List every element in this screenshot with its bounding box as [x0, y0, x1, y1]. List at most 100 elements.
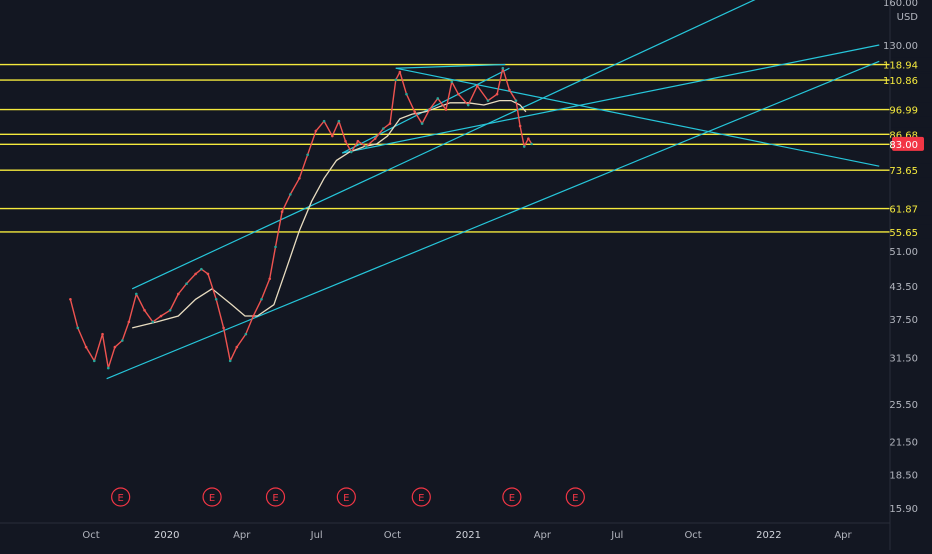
earnings-marker[interactable]	[202, 487, 222, 507]
level-label-bg	[891, 57, 932, 72]
price-point	[413, 110, 416, 114]
level-label: 61.87	[889, 205, 918, 216]
price-point	[177, 292, 180, 296]
x-tick-label: Oct	[384, 530, 401, 541]
y-tick-label: 21.50	[889, 438, 918, 449]
price-point	[306, 153, 309, 157]
price-point	[228, 359, 232, 363]
price-point	[143, 308, 146, 312]
y-tick-label: 37.50	[889, 315, 918, 326]
price-point	[274, 245, 277, 249]
price-point	[495, 92, 499, 96]
price-point	[235, 345, 239, 349]
level-label: 86.68	[889, 130, 918, 141]
price-point	[120, 339, 124, 342]
earnings-marker[interactable]	[565, 487, 585, 507]
price-point	[268, 277, 272, 281]
price-point	[398, 70, 402, 74]
earnings-marker[interactable]	[265, 487, 286, 507]
earnings-marker-label: E	[117, 493, 123, 504]
y-tick-label: 51.00	[889, 247, 918, 258]
trend-line[interactable]	[106, 60, 880, 380]
price-point	[92, 359, 96, 363]
y-tick-label: 31.50	[889, 353, 918, 364]
price-point	[289, 193, 292, 196]
earnings-marker-label: E	[418, 493, 424, 504]
earnings-marker-label: E	[209, 493, 215, 504]
price-point	[428, 108, 431, 111]
price-point	[349, 150, 353, 154]
price-point	[69, 297, 72, 301]
earnings-marker[interactable]	[336, 487, 356, 507]
earnings-marker-label: E	[572, 493, 578, 504]
price-point	[337, 119, 341, 123]
earnings-marker[interactable]	[411, 487, 431, 507]
price-point	[314, 129, 318, 133]
level-label-bg	[891, 163, 932, 178]
price-point	[298, 176, 301, 180]
y-tick-label: 18.50	[889, 471, 918, 482]
level-label: 96.99	[889, 106, 918, 117]
price-point	[466, 103, 470, 107]
price-point	[214, 297, 218, 301]
trend-line[interactable]	[342, 44, 880, 154]
price-point	[420, 122, 424, 125]
y-tick-label: 43.50	[889, 282, 918, 293]
price-point	[185, 282, 188, 286]
price-point	[222, 326, 225, 330]
earnings-marker[interactable]	[502, 487, 522, 507]
price-point	[444, 108, 448, 111]
earnings-marker-label: E	[272, 493, 278, 504]
price-point	[508, 88, 511, 92]
price-point	[382, 127, 385, 130]
level-label: 118.94	[883, 61, 918, 72]
price-point	[450, 80, 454, 84]
trend-line[interactable]	[341, 67, 510, 154]
price-axis[interactable]: 160.00 USD 118.94110.8696.9986.6882.8273…	[883, 0, 932, 515]
x-tick-label: Jul	[310, 530, 323, 541]
price-point	[475, 84, 479, 88]
current-price-label: 83.00	[889, 140, 918, 151]
x-tick-label: Apr	[233, 530, 251, 541]
price-point	[405, 92, 408, 96]
price-line	[69, 67, 533, 369]
price-point	[322, 119, 326, 123]
earnings-marker[interactable]	[111, 487, 131, 507]
level-label: 110.86	[883, 76, 918, 87]
price-point	[168, 308, 172, 312]
level-label-bg	[891, 102, 932, 117]
x-tick-label: Oct	[82, 530, 99, 541]
trend-line[interactable]	[395, 63, 506, 69]
x-tick-label: Apr	[534, 530, 552, 541]
x-tick-label: Apr	[834, 530, 852, 541]
trend-line[interactable]	[395, 67, 880, 167]
level-label: 55.65	[889, 228, 918, 239]
price-point	[522, 145, 526, 148]
price-point	[436, 97, 440, 100]
price-point	[159, 314, 163, 318]
y-tick-label: 130.00	[883, 41, 918, 52]
price-point	[373, 137, 377, 140]
price-point	[151, 320, 155, 324]
x-tick-label: Oct	[684, 530, 701, 541]
earnings-marker-label: E	[343, 493, 349, 504]
y-top-tick-label: 160.00	[883, 0, 918, 9]
time-axis[interactable]: Oct 2020 Apr Jul Oct 2021 Apr Jul Oct 2022 Apr	[82, 530, 852, 541]
price-point	[518, 124, 522, 128]
earnings-marker-label: E	[509, 493, 515, 504]
level-label-bg	[891, 224, 932, 239]
level-label: 73.65	[889, 166, 918, 177]
y-tick-label: 25.50	[889, 400, 918, 411]
currency-label: USD	[897, 12, 919, 23]
x-tick-label: Jul	[610, 530, 623, 541]
price-point	[194, 272, 197, 276]
price-point	[106, 366, 110, 370]
price-point	[84, 345, 88, 349]
price-point	[388, 122, 392, 125]
price-point	[200, 267, 203, 271]
price-point	[260, 297, 263, 301]
trend-line[interactable]	[131, 0, 784, 290]
